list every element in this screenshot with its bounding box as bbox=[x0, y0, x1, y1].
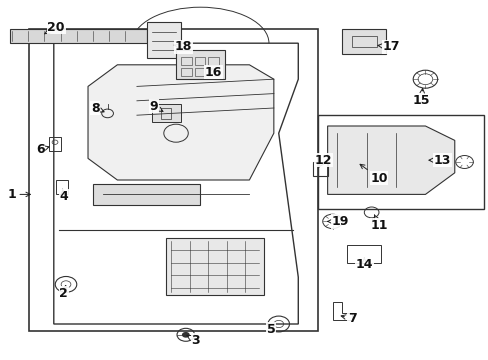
Bar bbox=[208, 68, 219, 76]
Text: 7: 7 bbox=[341, 312, 356, 325]
Bar bbox=[166, 238, 264, 295]
Text: 6: 6 bbox=[36, 143, 49, 156]
Bar bbox=[342, 29, 386, 54]
Text: 8: 8 bbox=[91, 102, 104, 114]
Bar bbox=[194, 57, 205, 65]
Bar bbox=[146, 22, 181, 58]
Bar bbox=[161, 108, 171, 119]
Text: 15: 15 bbox=[412, 89, 429, 107]
Circle shape bbox=[182, 332, 189, 338]
Bar bbox=[312, 162, 327, 176]
Bar bbox=[49, 137, 61, 151]
Text: 11: 11 bbox=[369, 215, 387, 231]
Bar bbox=[194, 68, 205, 76]
Text: 14: 14 bbox=[355, 257, 372, 271]
Polygon shape bbox=[327, 126, 454, 194]
Bar bbox=[176, 50, 224, 79]
Text: 2: 2 bbox=[59, 285, 68, 300]
Text: 20: 20 bbox=[44, 21, 65, 34]
Bar bbox=[56, 180, 68, 194]
Text: 10: 10 bbox=[359, 164, 387, 185]
Text: 17: 17 bbox=[377, 40, 399, 53]
Text: 4: 4 bbox=[59, 189, 68, 203]
Bar bbox=[181, 68, 191, 76]
Bar bbox=[181, 57, 191, 65]
Text: 19: 19 bbox=[327, 215, 348, 228]
Bar bbox=[351, 36, 376, 47]
Bar bbox=[151, 104, 181, 122]
Text: 12: 12 bbox=[314, 154, 332, 167]
Bar bbox=[93, 184, 200, 205]
Text: 18: 18 bbox=[174, 40, 192, 53]
Text: 5: 5 bbox=[266, 323, 275, 336]
Polygon shape bbox=[88, 65, 273, 180]
Bar bbox=[346, 245, 381, 263]
Text: 13: 13 bbox=[428, 154, 450, 167]
Text: 1: 1 bbox=[8, 188, 30, 201]
Text: 3: 3 bbox=[186, 334, 200, 347]
Bar bbox=[208, 57, 219, 65]
Text: 16: 16 bbox=[204, 66, 222, 78]
Bar bbox=[10, 29, 146, 43]
Text: 9: 9 bbox=[149, 100, 163, 113]
Bar bbox=[317, 115, 483, 209]
Bar bbox=[29, 29, 317, 331]
